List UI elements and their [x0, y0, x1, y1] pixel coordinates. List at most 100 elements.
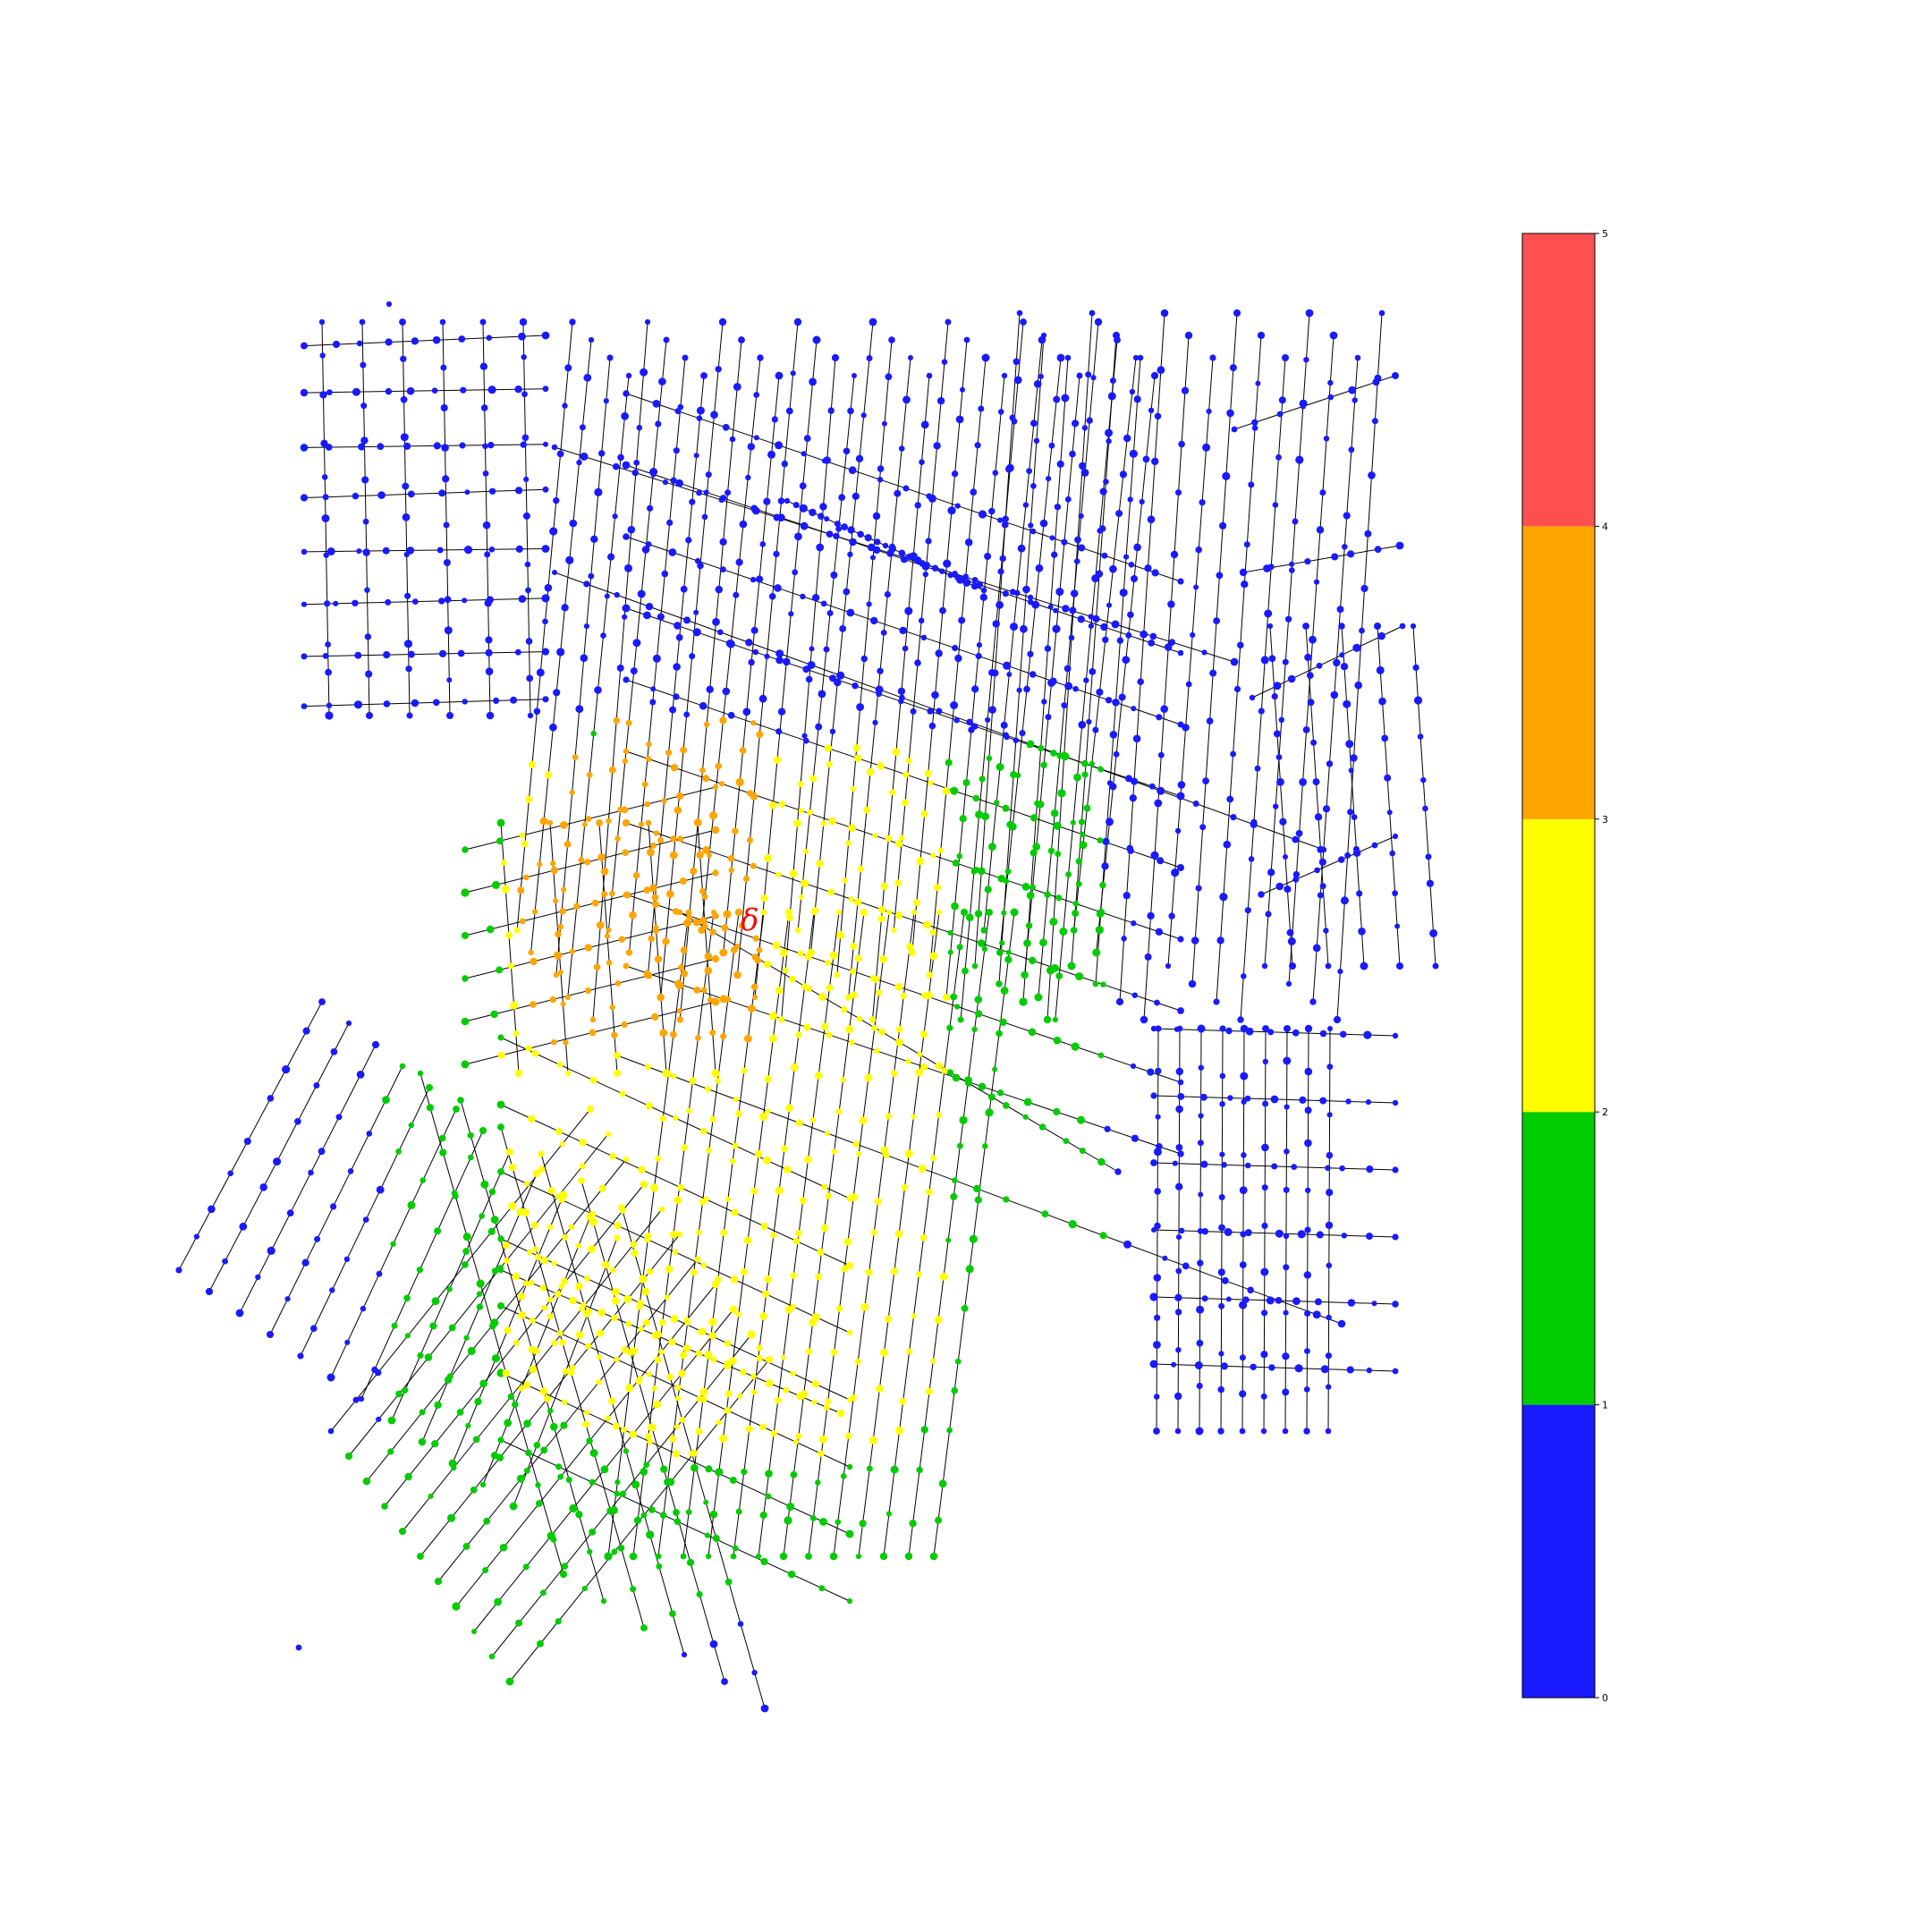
network-node	[877, 477, 884, 483]
network-node	[877, 667, 884, 674]
network-node	[677, 835, 684, 843]
network-node	[858, 866, 865, 873]
network-node	[847, 1397, 852, 1402]
network-node	[1153, 1341, 1161, 1349]
network-node	[792, 569, 799, 576]
network-node	[928, 722, 936, 730]
network-node	[939, 568, 945, 574]
network-node	[531, 1049, 539, 1057]
network-node	[539, 817, 548, 826]
network-node	[828, 817, 836, 826]
network-node	[954, 1004, 961, 1010]
network-node	[1063, 1138, 1070, 1144]
network-node	[856, 703, 864, 711]
network-node	[479, 318, 487, 326]
network-node	[763, 960, 772, 969]
network-node	[1292, 870, 1301, 878]
network-node	[352, 387, 360, 396]
network-node	[680, 746, 687, 754]
network-node	[852, 492, 860, 500]
network-node	[696, 1229, 702, 1236]
network-edge	[1167, 357, 1214, 967]
network-node	[501, 885, 510, 894]
network-node	[693, 609, 699, 615]
network-node	[1283, 854, 1288, 860]
network-node	[1123, 554, 1130, 560]
network-node	[833, 532, 840, 540]
network-node	[618, 936, 625, 943]
network-node	[554, 951, 563, 960]
network-node	[670, 851, 678, 860]
network-node	[673, 1509, 680, 1516]
network-node	[701, 923, 708, 929]
network-node	[1325, 1221, 1334, 1230]
network-node	[406, 547, 415, 555]
network-node	[300, 444, 309, 452]
network-node	[818, 690, 826, 699]
network-node	[662, 1069, 671, 1078]
network-node	[464, 489, 470, 496]
network-node	[583, 623, 590, 630]
network-node	[760, 894, 768, 902]
network-node	[1195, 1427, 1204, 1436]
network-node	[1069, 606, 1077, 614]
network-node	[1347, 1299, 1356, 1307]
network-node	[1268, 655, 1276, 663]
network-node	[710, 411, 718, 419]
network-node	[488, 487, 496, 495]
network-node	[696, 406, 705, 415]
network-node	[1080, 831, 1086, 838]
network-node	[821, 1183, 828, 1191]
network-node	[1348, 446, 1355, 453]
network-node	[479, 362, 488, 370]
network-node	[1323, 436, 1330, 442]
network-node	[1273, 730, 1281, 738]
network-node	[939, 1272, 948, 1281]
network-node	[1282, 1388, 1290, 1396]
network-node	[1026, 741, 1033, 749]
network-node	[1250, 1363, 1257, 1371]
network-node	[658, 1318, 666, 1326]
network-node	[1050, 750, 1057, 757]
network-node	[1070, 589, 1079, 597]
network-node	[692, 919, 700, 927]
network-node	[729, 1158, 736, 1165]
network-node	[521, 354, 527, 360]
network-node	[886, 1113, 892, 1120]
network-node	[652, 400, 661, 408]
network-node	[579, 1139, 587, 1147]
network-node	[869, 1436, 877, 1445]
network-node	[1122, 656, 1131, 665]
network-node	[360, 436, 369, 445]
network-node	[539, 1387, 548, 1395]
network-node	[964, 1076, 972, 1085]
network-node	[1227, 1095, 1233, 1101]
network-node	[538, 1165, 546, 1174]
network-node	[756, 575, 764, 583]
network-node	[322, 653, 329, 659]
network-node	[403, 1294, 411, 1302]
network-node	[527, 712, 534, 719]
network-node	[902, 799, 909, 807]
network-node	[584, 1275, 590, 1282]
network-node	[375, 1368, 382, 1377]
network-node	[904, 1149, 913, 1158]
network-node	[947, 506, 956, 515]
network-node	[839, 625, 847, 632]
network-node	[777, 513, 785, 522]
network-node	[326, 1373, 335, 1382]
network-node	[1039, 938, 1047, 947]
network-node	[1319, 1030, 1327, 1038]
network-node	[712, 912, 719, 919]
network-node	[1213, 998, 1220, 1005]
network-node	[735, 558, 743, 566]
network-node	[609, 890, 615, 897]
network-node	[1304, 1024, 1313, 1033]
network-node	[1374, 546, 1382, 554]
network-node	[665, 1265, 674, 1274]
network-node	[1260, 1428, 1267, 1435]
network-node	[754, 1149, 763, 1158]
network-node	[1155, 1067, 1162, 1075]
network-node	[431, 387, 438, 394]
network-node	[906, 553, 913, 561]
